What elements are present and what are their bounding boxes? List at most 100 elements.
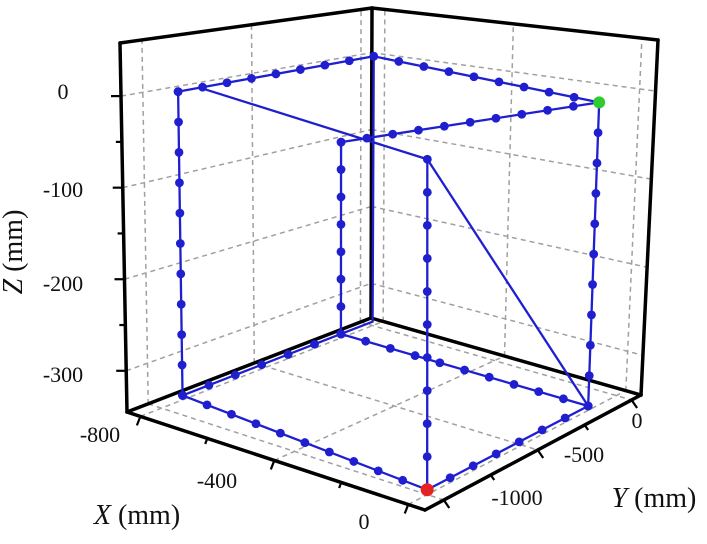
data-point (176, 299, 186, 309)
data-point (178, 391, 187, 400)
data-point (509, 379, 519, 389)
start-point (593, 96, 606, 109)
data-point (419, 62, 429, 71)
data-point (469, 72, 479, 82)
data-point (336, 219, 346, 229)
data-point (422, 452, 432, 462)
data-point (468, 461, 478, 471)
x-tick-label: 0 (359, 509, 370, 534)
data-point (591, 189, 601, 198)
data-point (230, 370, 240, 380)
data-point (514, 437, 524, 447)
data-point (344, 56, 354, 66)
data-point (465, 117, 475, 127)
data-point (589, 249, 599, 259)
data-point (519, 82, 529, 92)
data-point (310, 339, 319, 349)
z-tick-label: 0 (58, 79, 69, 104)
data-point (590, 219, 600, 229)
data-point (336, 247, 346, 257)
data-point (369, 51, 379, 61)
data-point (588, 280, 597, 289)
data-point (362, 133, 372, 143)
end-point (420, 483, 434, 497)
data-point (435, 358, 445, 368)
data-point (445, 473, 455, 483)
data-point (320, 60, 330, 70)
data-point (324, 447, 334, 457)
data-point (559, 394, 568, 404)
data-point (373, 466, 383, 476)
data-point (222, 78, 232, 88)
tick-labels: -800 -400 0 -1000 -500 0 0 -100 -200 -300 (43, 79, 643, 534)
data-point (177, 330, 187, 340)
data-point (585, 340, 595, 350)
data-point (295, 65, 305, 74)
data-point (583, 401, 593, 411)
data-point (422, 419, 432, 429)
data-point (336, 302, 346, 311)
tick-marks (111, 95, 639, 514)
data-point (202, 400, 212, 410)
data-point (422, 287, 432, 296)
data-point (593, 128, 603, 138)
data-point (204, 380, 214, 390)
data-point (349, 457, 359, 466)
data-point (227, 409, 236, 419)
z-axis-title: Z (mm) (0, 210, 29, 295)
data-point (176, 269, 186, 279)
data-point (385, 343, 395, 353)
data-point (422, 187, 432, 197)
x-axis-title: X (mm) (93, 500, 180, 531)
data-point (439, 121, 449, 131)
y-tick-label: -500 (564, 442, 604, 467)
data-point (174, 147, 184, 157)
data-point (398, 475, 408, 485)
data-point (491, 449, 501, 459)
data-point (414, 125, 423, 135)
data-point (484, 372, 494, 382)
data-point (422, 254, 432, 263)
y-axis-title: Y (mm) (612, 483, 697, 514)
data-point (336, 329, 346, 339)
box-frame (118, 6, 660, 512)
data-point (394, 57, 404, 66)
data-point (568, 101, 578, 111)
data-point (517, 109, 527, 119)
data-point (422, 220, 432, 230)
data-point (422, 320, 432, 329)
data-point (569, 92, 579, 102)
endpoint-markers (420, 96, 606, 497)
z-tick-label: -300 (43, 362, 83, 387)
data-point (584, 371, 594, 381)
data-point (534, 387, 544, 396)
data-point (361, 336, 371, 346)
data-point (174, 117, 183, 127)
data-point (560, 413, 570, 423)
data-point (336, 137, 346, 147)
z-tick-label: -200 (43, 271, 83, 296)
data-point (283, 350, 293, 359)
data-point (388, 129, 398, 139)
data-point (410, 351, 420, 360)
data-point (247, 73, 256, 83)
data-point (460, 365, 469, 375)
data-point (175, 208, 185, 218)
data-point (175, 239, 185, 248)
data-point (300, 438, 310, 447)
data-point (175, 178, 184, 188)
data-point (494, 77, 504, 87)
data-point (422, 154, 432, 164)
data-point (544, 87, 554, 97)
data-point (336, 274, 346, 284)
x-tick-label: -400 (197, 468, 237, 493)
trajectory-markers (173, 51, 604, 495)
y-tick-label: 0 (632, 408, 643, 433)
data-point (275, 428, 285, 438)
data-point (198, 82, 207, 92)
x-tick-label: -800 (80, 422, 120, 447)
data-point (271, 69, 281, 79)
data-point (336, 165, 346, 174)
